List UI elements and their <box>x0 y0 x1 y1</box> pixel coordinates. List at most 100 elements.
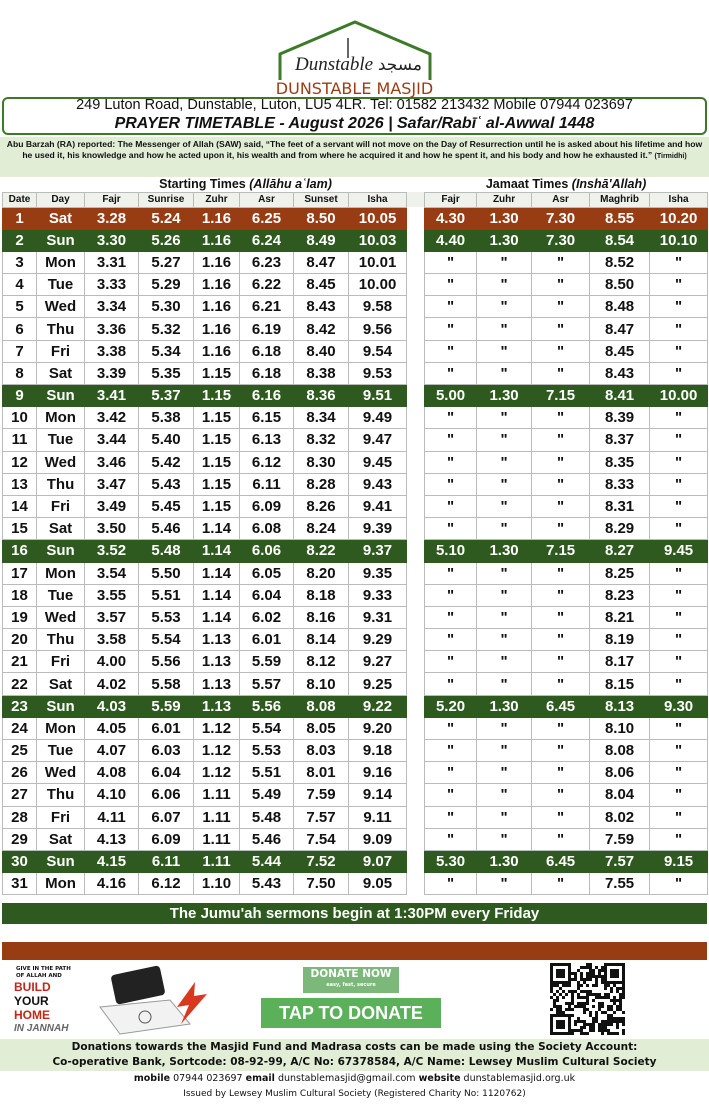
contact-label: website <box>418 1073 461 1084</box>
time-cell: 8.08 <box>589 738 651 763</box>
time-cell: " <box>424 738 478 763</box>
time-cell: " <box>531 805 591 829</box>
gap <box>406 584 426 607</box>
gap <box>406 273 426 296</box>
logo-arabic: مسجد <box>378 55 422 75</box>
time-cell: 5.30 <box>138 295 194 319</box>
table-row: 12 Wed 3.46 5.42 1.15 6.12 8.30 9.45 " " " 8.35 " <box>2 450 709 474</box>
time-cell: 8.27 <box>589 539 651 563</box>
time-cell: 3.52 <box>84 539 139 563</box>
donate-now-text: DONATE NOW <box>310 968 392 980</box>
time-cell: 9.47 <box>347 428 408 452</box>
time-cell: " <box>649 361 709 386</box>
time-cell: 6.04 <box>239 583 294 607</box>
time-cell: " <box>649 494 709 519</box>
qr-module <box>583 1005 586 1008</box>
time-cell: " <box>531 273 591 297</box>
qr-module <box>610 1017 613 1020</box>
time-cell: 4.03 <box>84 694 139 718</box>
tap-to-donate[interactable]: TAP TO DONATE <box>261 998 441 1028</box>
qr-module <box>604 972 607 975</box>
qr-module <box>610 1014 613 1017</box>
qr-module <box>586 1023 589 1026</box>
qr-module <box>577 1020 580 1023</box>
qr-module <box>559 972 562 975</box>
table-row: 5 Wed 3.34 5.30 1.16 6.21 8.43 9.58 " " " 8.48 " <box>2 295 709 319</box>
qr-module <box>580 978 583 981</box>
time-cell: " <box>531 561 591 585</box>
qr-module <box>604 984 607 987</box>
day-cell: Mon <box>36 872 85 896</box>
time-cell: 9.29 <box>347 628 408 652</box>
time-cell: " <box>649 317 709 341</box>
qr-module <box>559 1011 562 1014</box>
time-cell: 8.45 <box>589 339 651 363</box>
time-cell: 6.18 <box>239 361 294 386</box>
time-cell: 3.58 <box>84 628 139 652</box>
table-row: 30 Sun 4.15 6.11 1.11 5.44 7.52 9.07 5.30 1.30 6.4… <box>2 849 709 874</box>
qr-module <box>574 1029 577 1032</box>
qr-module <box>580 996 583 999</box>
qr-module <box>553 1014 556 1017</box>
qr-module <box>592 969 595 972</box>
column-label: Day <box>36 191 85 208</box>
time-cell: " <box>531 650 591 674</box>
gap <box>406 628 426 651</box>
time-cell: " <box>531 672 591 696</box>
day-cell: 16 <box>2 539 37 563</box>
table-row: 9 Sun 3.41 5.37 1.15 6.16 8.36 9.51 5.00 1.30 7.15… <box>2 383 709 408</box>
qr-module <box>568 966 571 969</box>
column-label: Zuhr <box>476 191 533 208</box>
gap <box>406 695 426 718</box>
account-line: Co-operative Bank, Sortcode: 08-92-99, A… <box>52 1056 657 1068</box>
time-cell: 1.14 <box>193 561 240 585</box>
qr-module <box>574 1005 577 1008</box>
qr-module <box>616 1017 619 1020</box>
qr-module <box>613 972 616 975</box>
time-cell: " <box>476 273 533 297</box>
time-cell: 6.06 <box>138 783 194 807</box>
qr-module <box>562 1020 565 1023</box>
qr-module <box>568 1020 571 1023</box>
gap <box>406 806 426 829</box>
column-label: Isha <box>649 191 709 208</box>
time-cell: 1.12 <box>193 716 240 741</box>
day-cell: 23 <box>2 694 37 718</box>
day-cell: Fri <box>36 805 85 829</box>
time-cell: " <box>531 250 591 275</box>
qr-module <box>553 1032 556 1035</box>
time-cell: 1.15 <box>193 361 240 386</box>
time-cell: " <box>649 339 709 363</box>
qr-module <box>604 996 607 999</box>
qr-module <box>574 990 577 993</box>
time-cell: " <box>476 339 533 363</box>
day-cell: Wed <box>36 761 85 785</box>
qr-module <box>571 972 574 975</box>
time-cell: " <box>531 783 591 807</box>
time-cell: 5.59 <box>239 650 294 674</box>
time-cell: 3.47 <box>84 472 139 496</box>
qr-module <box>604 1026 607 1029</box>
qr-module <box>583 990 586 993</box>
time-cell: 5.48 <box>239 805 294 829</box>
qr-module <box>622 963 625 966</box>
time-cell: 5.53 <box>138 605 194 630</box>
qr-module <box>592 999 595 1002</box>
qr-module <box>550 978 553 981</box>
jumuah-banner: The Jumu'ah sermons begin at 1:30PM ever… <box>2 903 707 924</box>
time-cell: 10.20 <box>649 206 709 230</box>
time-cell: 8.26 <box>293 494 349 519</box>
table-row: 13 Thu 3.47 5.43 1.15 6.11 8.28 9.43 " " " 8.33 " <box>2 472 709 496</box>
time-cell: 3.49 <box>84 494 139 519</box>
day-cell: 30 <box>2 849 37 874</box>
table-row: 11 Tue 3.44 5.40 1.15 6.13 8.32 9.47 " " " 8.37 " <box>2 428 709 452</box>
qr-module <box>592 1005 595 1008</box>
qr-module <box>622 975 625 978</box>
day-cell: Wed <box>36 450 85 474</box>
time-cell: 8.19 <box>589 628 651 652</box>
day-cell: Sat <box>36 672 85 696</box>
time-cell: 6.23 <box>239 250 294 275</box>
qr-module <box>613 1020 616 1023</box>
qr-module <box>556 981 559 984</box>
